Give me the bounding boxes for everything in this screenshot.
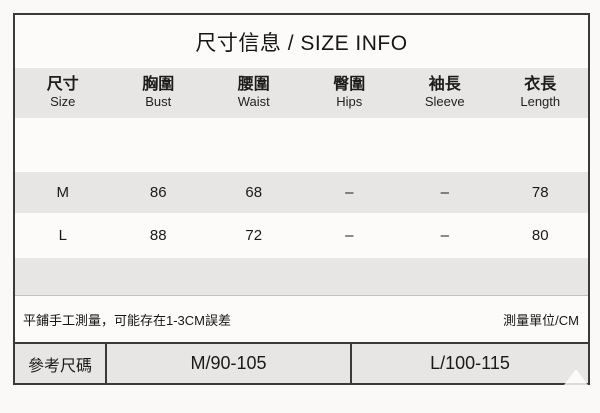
reference-size-m: M/90-105 bbox=[105, 344, 350, 383]
cell-m-waist: 68 bbox=[245, 184, 263, 201]
column-header-size-zh: 尺寸 bbox=[46, 76, 79, 94]
cell-l-size: L bbox=[58, 227, 67, 244]
table-row-size-m: M 86 68 – – 78 bbox=[15, 172, 588, 213]
column-header-bust-en: Bust bbox=[145, 94, 172, 110]
reference-size-l: L/100-115 bbox=[350, 344, 588, 383]
column-header-bust-zh: 胸圍 bbox=[142, 76, 175, 94]
measurement-note: 平鋪手工測量，可能存在1-3CM誤差 bbox=[23, 312, 232, 328]
cell-l-hips: – bbox=[345, 227, 354, 244]
title-row: 尺寸信息 / SIZE INFO bbox=[15, 15, 588, 68]
column-header-hips-zh: 臀圍 bbox=[333, 76, 366, 94]
column-header-row: 尺寸 Size 胸圍 Bust 腰圍 Waist 臀圍 Hips 袖長 Slee… bbox=[15, 68, 588, 118]
column-header-length-zh: 衣長 bbox=[524, 76, 557, 94]
spacer-row bbox=[15, 118, 588, 172]
column-header-sleeve-en: Sleeve bbox=[424, 94, 465, 110]
reference-size-label: 參考尺碼 bbox=[27, 357, 92, 375]
cell-m-bust: 86 bbox=[149, 184, 167, 201]
cell-l-waist: 72 bbox=[245, 227, 263, 244]
column-header-hips: 臀圍 Hips bbox=[302, 68, 398, 118]
cell-m-length: 78 bbox=[531, 184, 549, 201]
column-header-size-en: Size bbox=[50, 94, 76, 110]
reference-size-row: 參考尺碼 M/90-105 L/100-115 bbox=[15, 342, 588, 383]
column-header-length: 衣長 Length bbox=[493, 68, 589, 118]
column-header-size: 尺寸 Size bbox=[15, 68, 111, 118]
column-header-waist-zh: 腰圍 bbox=[237, 76, 270, 94]
cell-m-sleeve: – bbox=[440, 184, 449, 201]
cell-l-length: 80 bbox=[531, 227, 549, 244]
size-info-table: 尺寸信息 / SIZE INFO 尺寸 Size 胸圍 Bust 腰圍 Wais… bbox=[13, 13, 590, 385]
measurement-note-row: 平鋪手工測量，可能存在1-3CM誤差 測量單位/CM bbox=[15, 296, 588, 342]
column-header-sleeve-zh: 袖長 bbox=[428, 76, 461, 94]
empty-gray-row bbox=[15, 258, 588, 296]
page-title: 尺寸信息 / SIZE INFO bbox=[195, 31, 408, 55]
cell-m-hips: – bbox=[345, 184, 354, 201]
column-header-waist: 腰圍 Waist bbox=[206, 68, 302, 118]
column-header-length-en: Length bbox=[520, 94, 561, 110]
column-header-sleeve: 袖長 Sleeve bbox=[397, 68, 493, 118]
cell-m-size: M bbox=[56, 184, 70, 201]
cell-l-bust: 88 bbox=[149, 227, 167, 244]
column-header-hips-en: Hips bbox=[336, 94, 363, 110]
watermark-triangle-icon bbox=[564, 369, 588, 385]
column-header-waist-en: Waist bbox=[237, 94, 270, 110]
cell-l-sleeve: – bbox=[440, 227, 449, 244]
measurement-unit: 測量單位/CM bbox=[503, 312, 579, 328]
column-header-bust: 胸圍 Bust bbox=[111, 68, 207, 118]
table-row-size-l: L 88 72 – – 80 bbox=[15, 213, 588, 258]
